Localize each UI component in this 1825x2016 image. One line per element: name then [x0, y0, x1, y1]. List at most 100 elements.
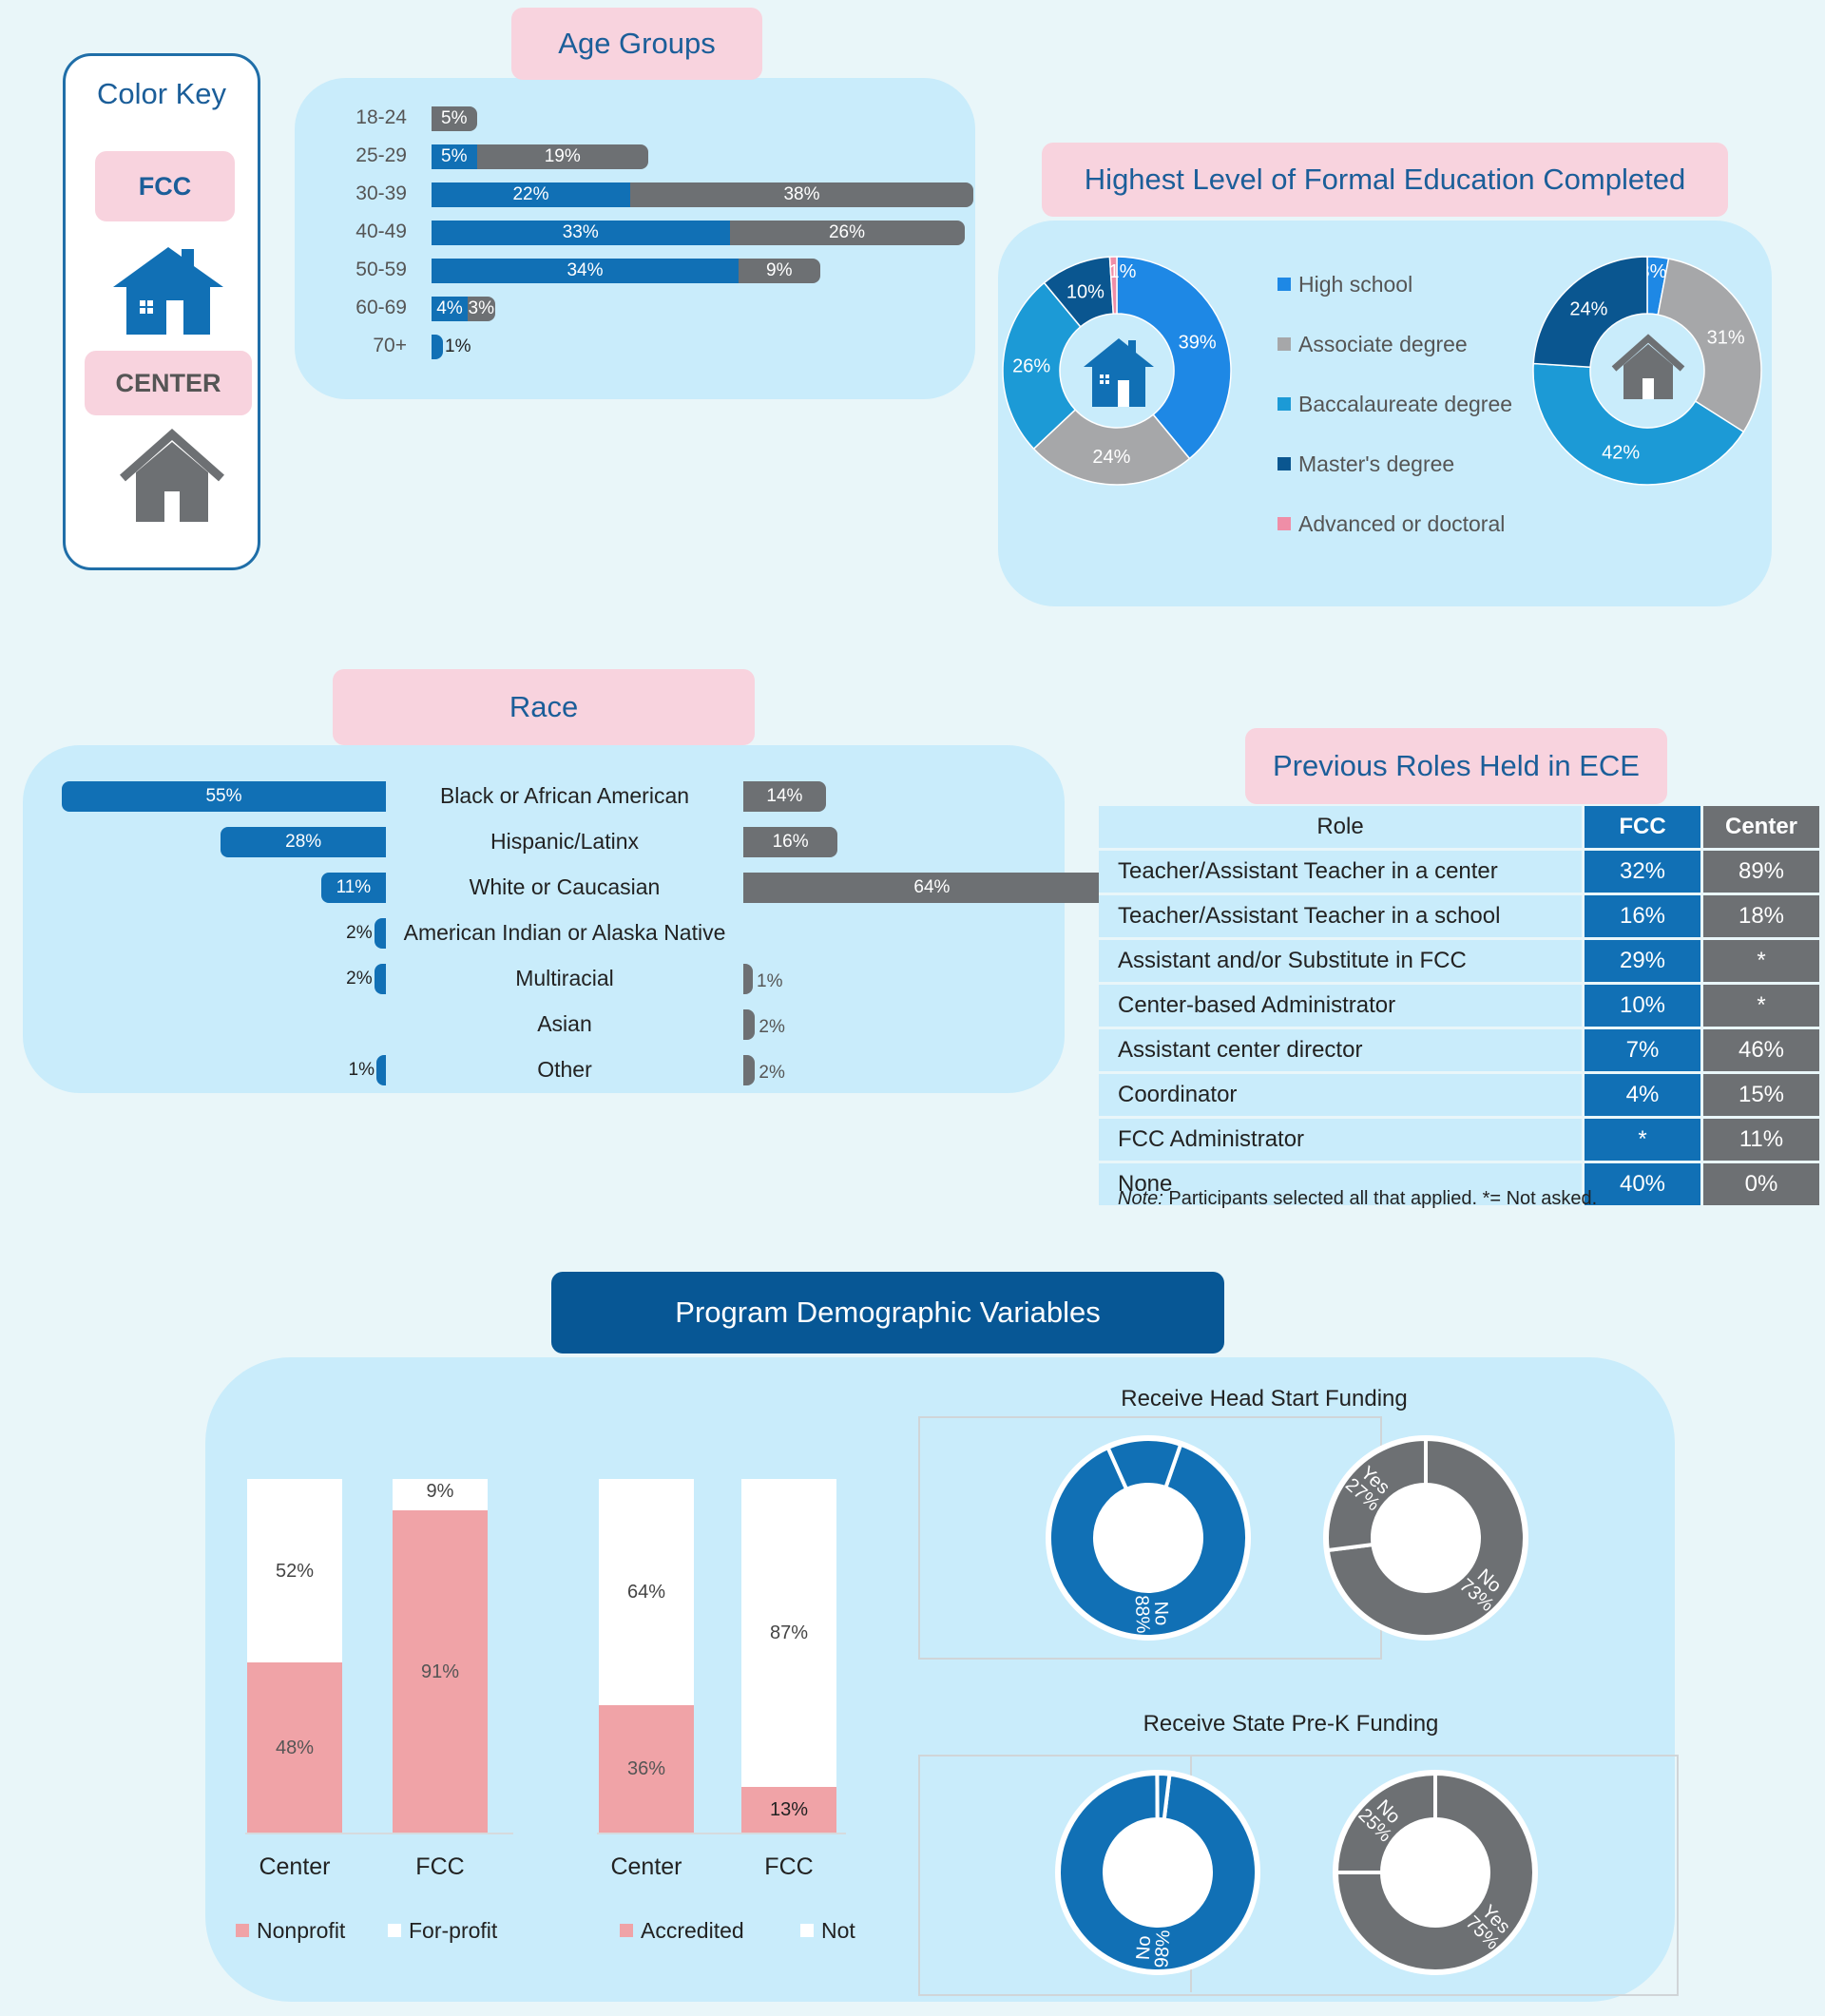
role-cell: FCC Administrator — [1099, 1117, 1584, 1163]
age-category-label: 60-69 — [355, 297, 407, 318]
stacked-top-label: 87% — [769, 1622, 809, 1643]
accredited-bar — [599, 1705, 694, 1833]
fcc-key-label: FCC — [95, 151, 235, 221]
fcc-bar-label: 1% — [445, 336, 471, 356]
donut-hole — [1095, 1485, 1201, 1591]
fcc-bar-label: 5% — [441, 146, 468, 166]
fcc-bar — [432, 259, 739, 283]
stacked-category-label: FCC — [415, 1853, 465, 1880]
legend-swatch — [620, 1924, 633, 1937]
head-start-title: Receive Head Start Funding — [1121, 1386, 1408, 1411]
legend-label: High school — [1298, 272, 1413, 297]
center-bar — [743, 1009, 756, 1040]
role-cell: Assistant center director — [1099, 1027, 1584, 1074]
stacked-legend-item: Not — [800, 1918, 855, 1944]
fcc-bar — [374, 964, 386, 994]
state-prek-frame — [918, 1755, 1679, 1996]
center-value-cell: * — [1700, 938, 1819, 985]
center-value-cell: 15% — [1700, 1072, 1819, 1119]
education-slice-label: 24% — [1092, 447, 1130, 468]
note-label: Note: — [1118, 1188, 1163, 1209]
stacked-top-label: 52% — [275, 1560, 315, 1582]
house-outline-icon — [1611, 334, 1685, 399]
center-bar — [743, 1055, 756, 1085]
legend-swatch — [236, 1924, 249, 1937]
table-row: None 40% 0% — [1099, 1162, 1819, 1208]
age-category-label: 30-39 — [355, 182, 407, 204]
center-key-label: CENTER — [85, 351, 252, 415]
fcc-bar — [374, 918, 386, 949]
stacked-axis-line — [245, 1833, 513, 1834]
fcc-bar — [62, 781, 386, 812]
legend-label: Nonprofit — [257, 1918, 346, 1943]
center-bar-label: 5% — [441, 108, 468, 128]
education-legend-item: Advanced or doctoral — [1278, 511, 1505, 537]
education-slice — [1032, 409, 1191, 486]
education-legend-item: Baccalaureate degree — [1278, 392, 1512, 417]
funding-slice-label: No — [1133, 1935, 1155, 1961]
center-bar — [743, 873, 1121, 903]
role-cell: Teacher/Assistant Teacher in a school — [1099, 893, 1584, 940]
age-category-label: 50-59 — [355, 259, 407, 280]
education-slice-label: 1% — [1109, 261, 1137, 282]
role-cell: None — [1099, 1162, 1584, 1208]
education-slice-label: 10% — [1066, 281, 1105, 302]
fcc-value-cell: 10% — [1582, 983, 1702, 1029]
accredited-bar — [741, 1786, 836, 1833]
center-bar-label: 1% — [757, 971, 783, 991]
stacked-bottom-label: 91% — [420, 1661, 460, 1682]
table-row: Center-based Administrator 10% * — [1099, 983, 1819, 1029]
fcc-bar-label: 2% — [346, 923, 373, 943]
nonprofit-bar — [247, 1662, 342, 1833]
center-bar-label: 16% — [772, 832, 809, 852]
fcc-bar-label: 22% — [512, 184, 549, 204]
legend-label: Master's degree — [1298, 451, 1455, 476]
education-slice — [1116, 256, 1232, 460]
age-groups-title: Age Groups — [511, 8, 762, 80]
race-category-label: American Indian or Alaska Native — [403, 920, 726, 945]
legend-swatch — [388, 1924, 401, 1937]
legend-swatch — [1278, 397, 1291, 411]
education-slice-label: 39% — [1179, 333, 1217, 354]
role-cell: Teacher/Assistant Teacher in a center — [1099, 849, 1584, 895]
funding-slice-value: 88% — [1131, 1595, 1154, 1634]
note-text: Participants selected all that applied. … — [1162, 1188, 1598, 1209]
legend-swatch — [800, 1924, 814, 1937]
legend-label: Baccalaureate degree — [1298, 392, 1513, 416]
table-row: Teacher/Assistant Teacher in a center 32%… — [1099, 849, 1819, 895]
education-slice — [1657, 258, 1762, 433]
fcc-bar-label: 4% — [436, 298, 463, 318]
role-cell: Coordinator — [1099, 1072, 1584, 1119]
center-value-cell: 11% — [1700, 1117, 1819, 1163]
stacked-legend-item: For-profit — [388, 1918, 497, 1944]
center-bar-label: 26% — [828, 222, 866, 242]
legend-swatch — [1278, 517, 1291, 530]
house-icon — [1084, 338, 1154, 407]
education-slice-label: 31% — [1707, 327, 1745, 348]
center-bar — [468, 297, 495, 321]
column-header-role: Role — [1099, 806, 1584, 851]
role-cell: Assistant and/or Substitute in FCC — [1099, 938, 1584, 985]
fcc-bar-label: 55% — [205, 786, 242, 806]
education-slice — [1002, 281, 1082, 451]
race-category-label: Black or African American — [439, 783, 690, 808]
education-slice — [1532, 362, 1745, 486]
center-bar — [729, 221, 965, 245]
donut-hole — [1373, 1485, 1479, 1591]
fcc-bar — [432, 182, 630, 207]
stacked-top-label: 64% — [626, 1582, 666, 1603]
age-category-label: 40-49 — [355, 221, 407, 242]
stacked-bottom-label: 36% — [626, 1758, 666, 1780]
fcc-bar — [376, 1055, 386, 1085]
donut-hole — [1105, 1819, 1211, 1926]
fcc-bar — [432, 144, 477, 169]
center-bar — [743, 781, 826, 812]
education-slice-label: 24% — [1569, 298, 1607, 319]
center-value-cell: 18% — [1700, 893, 1819, 940]
fcc-bar — [320, 873, 386, 903]
house-outline-icon — [120, 429, 224, 522]
stacked-bottom-label: 13% — [769, 1798, 809, 1820]
column-header-center: Center — [1700, 806, 1819, 851]
stacked-legend-item: Nonprofit — [236, 1918, 345, 1944]
